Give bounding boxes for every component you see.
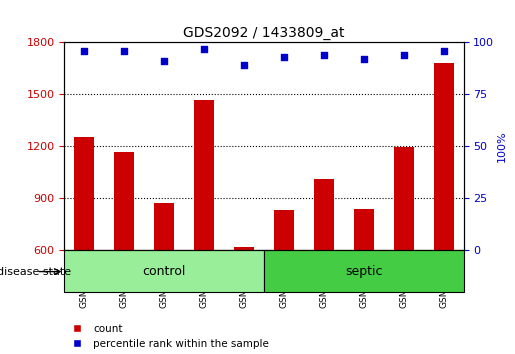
Text: control: control: [143, 265, 186, 278]
Point: [80, 48, 89, 53]
Bar: [274, 210, 294, 250]
Bar: [314, 179, 334, 250]
Bar: [194, 99, 214, 250]
Point: [359, 56, 368, 62]
Point: [240, 63, 248, 68]
Point: [400, 52, 408, 58]
Bar: [354, 209, 374, 250]
Point: [160, 58, 168, 64]
Title: GDS2092 / 1433809_at: GDS2092 / 1433809_at: [183, 26, 345, 40]
Point: [120, 48, 128, 53]
Bar: [154, 204, 174, 250]
Point: [320, 52, 328, 58]
FancyBboxPatch shape: [264, 250, 464, 292]
Bar: [74, 137, 94, 250]
Text: septic: septic: [345, 265, 383, 278]
Bar: [434, 63, 454, 250]
Point: [200, 46, 208, 52]
Bar: [393, 147, 414, 250]
Point: [280, 54, 288, 60]
Text: disease state: disease state: [0, 267, 71, 276]
Bar: [114, 152, 134, 250]
Y-axis label: 100%: 100%: [497, 131, 507, 162]
FancyBboxPatch shape: [64, 250, 264, 292]
Bar: [234, 247, 254, 250]
Legend: count, percentile rank within the sample: count, percentile rank within the sample: [67, 324, 269, 349]
Point: [439, 48, 448, 53]
